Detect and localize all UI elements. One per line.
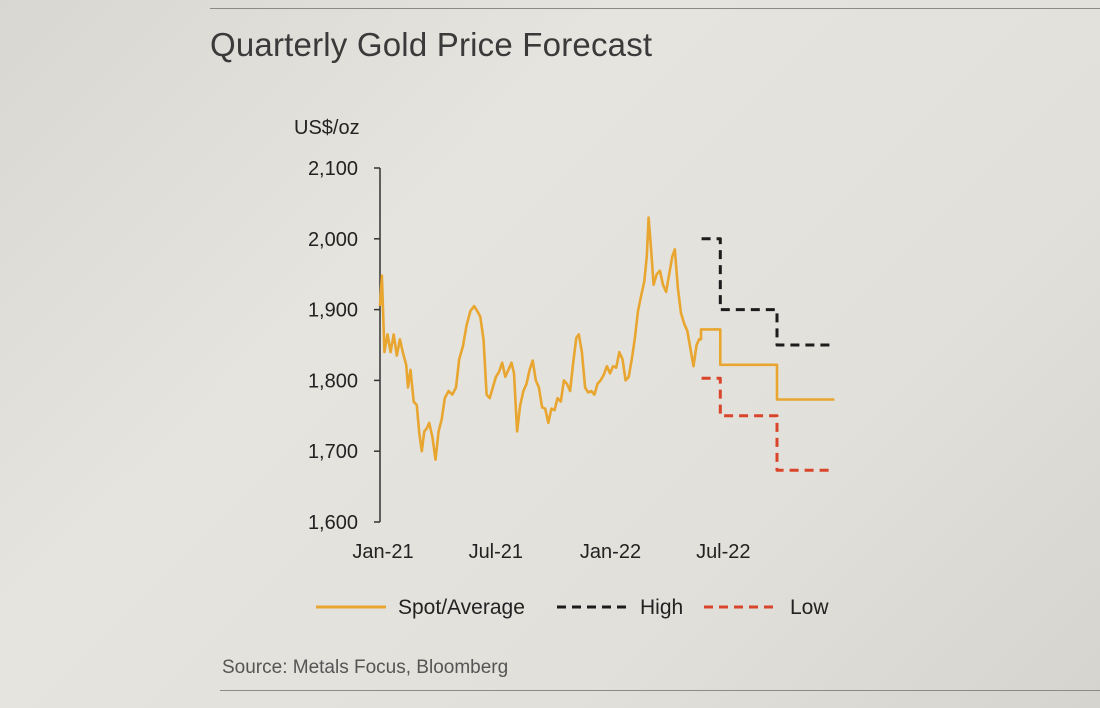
axes-group: US$/oz 1,600 1,700 1,800 1,900 2,000 2,100 Jan-… bbox=[294, 117, 751, 563]
legend-label: Low bbox=[790, 596, 829, 619]
bottom-rule bbox=[220, 690, 1100, 691]
legend-label: Spot/Average bbox=[398, 596, 525, 619]
source-note: Source: Metals Focus, Bloomberg bbox=[222, 657, 509, 678]
y-tick-label: 1,800 bbox=[308, 370, 358, 392]
y-tick-label: 1,700 bbox=[308, 441, 358, 463]
series-line-spot-average bbox=[378, 216, 835, 462]
y-tick-label: 1,900 bbox=[308, 300, 358, 322]
y-tick-label: 2,000 bbox=[308, 229, 358, 251]
y-axis-label: US$/oz bbox=[294, 117, 360, 139]
x-tick-label: Jan-22 bbox=[580, 541, 641, 563]
x-tick-label: Jul-21 bbox=[469, 541, 523, 563]
x-tick-label: Jul-22 bbox=[696, 541, 750, 563]
y-tick-label: 1,600 bbox=[308, 512, 358, 534]
top-rule bbox=[210, 8, 1100, 9]
y-tick-label: 2,100 bbox=[308, 158, 358, 180]
chart-title: Quarterly Gold Price Forecast bbox=[210, 26, 653, 63]
legend-label: High bbox=[640, 596, 683, 619]
series-line-low bbox=[701, 376, 835, 472]
series-group bbox=[378, 216, 835, 472]
legend-group: Spot/Average High Low bbox=[316, 596, 829, 619]
series-line-high bbox=[701, 237, 835, 347]
x-tick-label: Jan-21 bbox=[352, 541, 413, 563]
